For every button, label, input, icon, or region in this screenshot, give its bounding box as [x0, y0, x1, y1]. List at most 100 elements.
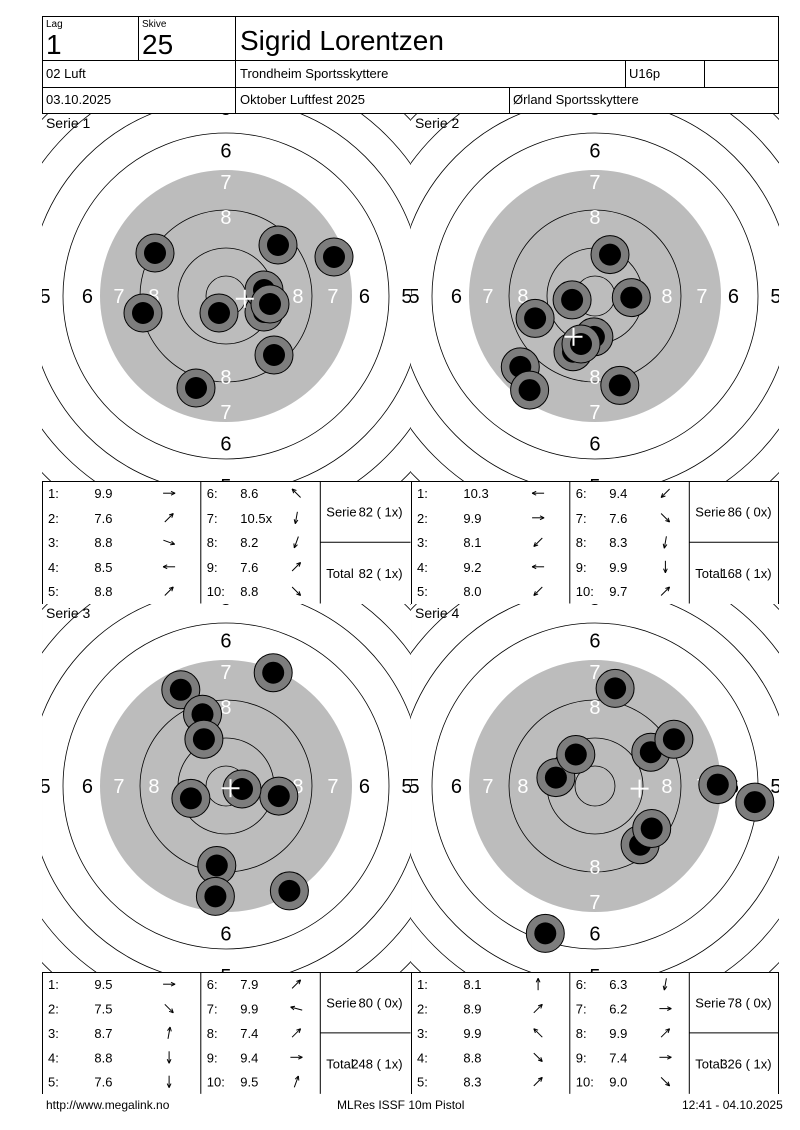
svg-text:5: 5 — [402, 776, 411, 798]
svg-text:4:: 4: — [48, 560, 59, 575]
svg-text:6: 6 — [728, 285, 739, 307]
svg-text:8.8: 8.8 — [95, 1050, 113, 1065]
svg-text:9.9: 9.9 — [609, 1026, 627, 1041]
svg-text:9.9: 9.9 — [609, 560, 627, 575]
svg-text:7: 7 — [221, 401, 232, 423]
svg-text:10:: 10: — [207, 584, 225, 599]
svg-text:9.4: 9.4 — [240, 1050, 258, 1065]
svg-text:4:: 4: — [417, 1050, 428, 1065]
svg-text:6: 6 — [589, 630, 600, 652]
svg-text:5: 5 — [411, 285, 420, 307]
svg-text:8: 8 — [517, 776, 528, 798]
svg-text:2:: 2: — [417, 1001, 428, 1016]
svg-text:8.7: 8.7 — [95, 1026, 113, 1041]
svg-text:8: 8 — [589, 857, 600, 879]
svg-text:10.3: 10.3 — [463, 486, 488, 501]
svg-text:6: 6 — [221, 140, 232, 162]
svg-text:6: 6 — [82, 285, 93, 307]
svg-text:82 ( 1x): 82 ( 1x) — [359, 566, 403, 581]
svg-text:7.5: 7.5 — [95, 1001, 113, 1016]
svg-text:4:: 4: — [48, 1050, 59, 1065]
svg-text:6: 6 — [589, 140, 600, 162]
svg-text:7: 7 — [696, 285, 707, 307]
svg-text:5: 5 — [770, 285, 779, 307]
svg-text:8: 8 — [221, 207, 232, 229]
svg-text:6: 6 — [589, 923, 600, 945]
svg-text:6: 6 — [82, 776, 93, 798]
svg-text:6: 6 — [451, 285, 462, 307]
svg-text:6: 6 — [359, 285, 370, 307]
svg-text:9:: 9: — [207, 560, 218, 575]
svg-text:9.5: 9.5 — [240, 1075, 258, 1090]
svg-text:8: 8 — [221, 697, 232, 719]
svg-text:8.6: 8.6 — [240, 486, 258, 501]
svg-text:9.2: 9.2 — [463, 560, 481, 575]
svg-text:8:: 8: — [576, 1026, 587, 1041]
svg-text:10.5x: 10.5x — [240, 511, 272, 526]
svg-text:7.6: 7.6 — [95, 1075, 113, 1090]
svg-text:7: 7 — [328, 776, 339, 798]
svg-text:7: 7 — [114, 285, 125, 307]
svg-text:8.8: 8.8 — [95, 584, 113, 599]
svg-text:Serie: Serie — [695, 995, 725, 1010]
svg-text:8.9: 8.9 — [463, 1001, 481, 1016]
svg-text:9.0: 9.0 — [609, 1075, 627, 1090]
svg-text:5: 5 — [42, 776, 51, 798]
svg-text:5:: 5: — [417, 1075, 428, 1090]
svg-text:9.5: 9.5 — [95, 977, 113, 992]
svg-text:1:: 1: — [417, 486, 428, 501]
svg-text:10:: 10: — [207, 1075, 225, 1090]
svg-text:Serie: Serie — [326, 505, 356, 520]
svg-text:8: 8 — [661, 285, 672, 307]
svg-text:5:: 5: — [417, 584, 428, 599]
svg-text:8: 8 — [589, 366, 600, 388]
svg-text:1:: 1: — [48, 977, 59, 992]
svg-text:4:: 4: — [417, 560, 428, 575]
svg-text:5: 5 — [589, 604, 600, 610]
svg-text:82 ( 1x): 82 ( 1x) — [359, 505, 403, 520]
svg-text:8:: 8: — [576, 535, 587, 550]
svg-text:6: 6 — [221, 923, 232, 945]
svg-text:1:: 1: — [417, 977, 428, 992]
svg-text:6: 6 — [359, 776, 370, 798]
svg-text:7.6: 7.6 — [609, 511, 627, 526]
svg-text:6.3: 6.3 — [609, 977, 627, 992]
svg-text:8: 8 — [221, 366, 232, 388]
svg-text:9:: 9: — [576, 1050, 587, 1065]
svg-text:5:: 5: — [48, 1075, 59, 1090]
svg-text:8.1: 8.1 — [463, 977, 481, 992]
svg-text:5: 5 — [411, 776, 420, 798]
svg-text:7.4: 7.4 — [609, 1050, 627, 1065]
svg-text:9.9: 9.9 — [240, 1001, 258, 1016]
svg-text:6:: 6: — [207, 486, 218, 501]
svg-text:10:: 10: — [576, 1075, 594, 1090]
svg-text:7: 7 — [589, 892, 600, 914]
svg-text:8: 8 — [589, 207, 600, 229]
svg-text:8: 8 — [293, 285, 304, 307]
svg-text:3:: 3: — [48, 1026, 59, 1041]
svg-text:5: 5 — [221, 604, 232, 610]
svg-text:9.9: 9.9 — [95, 486, 113, 501]
svg-text:2:: 2: — [48, 1001, 59, 1016]
svg-text:7:: 7: — [576, 1001, 587, 1016]
svg-text:8: 8 — [661, 776, 672, 798]
svg-text:Total: Total — [326, 566, 354, 581]
svg-text:Serie 1: Serie 1 — [46, 115, 91, 131]
svg-text:8.3: 8.3 — [463, 1075, 481, 1090]
svg-text:9.4: 9.4 — [609, 486, 627, 501]
svg-text:2:: 2: — [48, 511, 59, 526]
svg-text:8.3: 8.3 — [609, 535, 627, 550]
svg-text:6: 6 — [221, 433, 232, 455]
svg-text:6.2: 6.2 — [609, 1001, 627, 1016]
svg-text:168 ( 1x): 168 ( 1x) — [720, 566, 771, 581]
svg-text:Serie 4: Serie 4 — [415, 605, 460, 621]
svg-text:5: 5 — [589, 114, 600, 120]
svg-text:7.6: 7.6 — [95, 511, 113, 526]
svg-text:7:: 7: — [576, 511, 587, 526]
svg-text:5: 5 — [42, 285, 51, 307]
svg-text:9.9: 9.9 — [463, 1026, 481, 1041]
svg-text:Serie: Serie — [326, 995, 356, 1010]
svg-text:86 ( 0x): 86 ( 0x) — [727, 505, 771, 520]
svg-text:248 ( 1x): 248 ( 1x) — [352, 1056, 403, 1071]
svg-text:7: 7 — [221, 172, 232, 194]
